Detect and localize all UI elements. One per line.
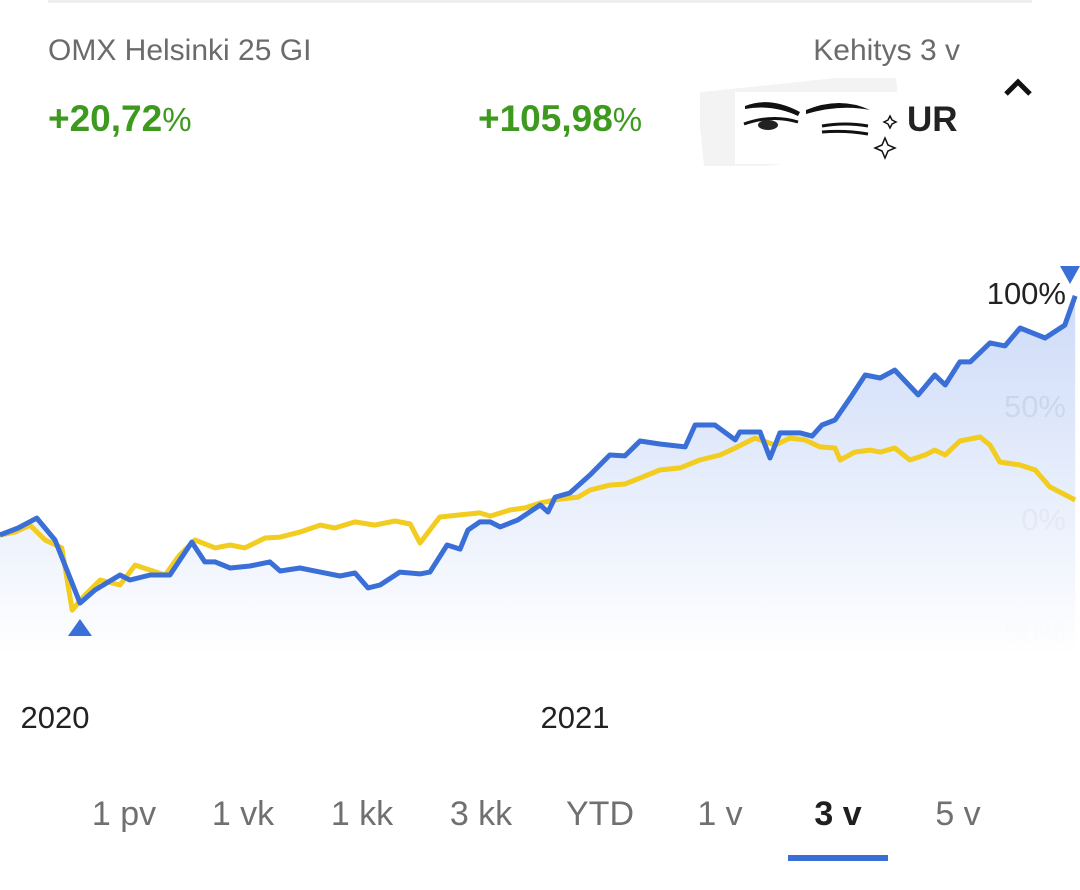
period-tabs: 1 pv 1 vk 1 kk 3 kk YTD 1 v 3 v 5 v (60, 795, 1020, 865)
tab-1-vk[interactable]: 1 vk (211, 795, 275, 833)
active-tab-indicator (788, 855, 888, 861)
fund-name: UR (907, 100, 958, 139)
fund-series-line (0, 295, 1078, 606)
fund-change: +105,98% (478, 98, 642, 140)
max-marker-icon (1060, 266, 1080, 284)
top-divider (48, 0, 1032, 3)
x-tick-label: 2021 (541, 700, 610, 735)
tab-ytd[interactable]: YTD (566, 795, 634, 833)
tab-5-v[interactable]: 5 v (935, 795, 981, 833)
period-label: Kehitys 3 v (813, 34, 960, 67)
tab-1-kk[interactable]: 1 kk (330, 795, 394, 833)
tab-1-pv[interactable]: 1 pv (91, 795, 157, 833)
tab-1-v[interactable]: 1 v (697, 795, 743, 833)
index-change: +20,72% (48, 98, 192, 140)
index-series-line (0, 434, 1077, 613)
eyes-sticker-icon (700, 78, 907, 166)
min-marker-icon (67, 619, 92, 636)
tab-3-kk[interactable]: 3 kk (449, 795, 513, 833)
tab-3-v[interactable]: 3 v (814, 795, 862, 833)
x-tick-label: 2020 (21, 700, 90, 735)
fund-change-percent: % (612, 101, 643, 138)
fund-area-fill (0, 295, 1076, 655)
chevron-up-icon[interactable] (1000, 70, 1036, 106)
y-tick-label: 100% (987, 276, 1066, 311)
fund-change-value: +105,98 (478, 98, 613, 139)
index-change-value: +20,72 (48, 98, 163, 139)
index-name: OMX Helsinki 25 GI (48, 34, 312, 67)
index-change-percent: % (162, 101, 192, 138)
